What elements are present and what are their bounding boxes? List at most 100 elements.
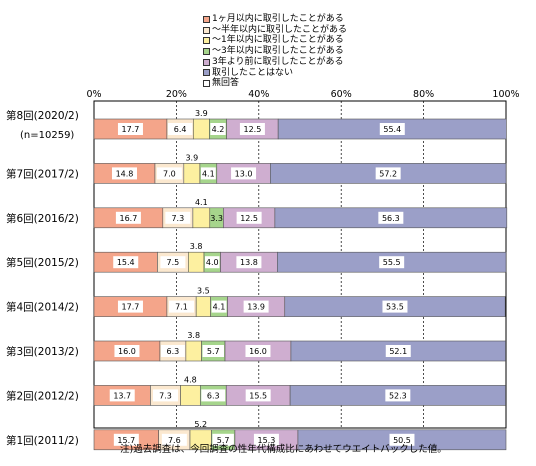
data-label: 4.1: [213, 303, 226, 312]
data-label: 15.3: [258, 436, 276, 445]
data-label-box: [239, 123, 265, 135]
data-label: 14.8: [116, 169, 134, 178]
data-label-box: [156, 167, 182, 180]
data-label: 3.3: [210, 214, 223, 223]
category-label: 第3回(2013/2): [6, 345, 79, 358]
legend-label: 取引したことはない: [212, 67, 294, 78]
x-tick-label: 60%: [331, 89, 352, 100]
data-label: 7.1: [175, 303, 188, 312]
data-label-box: [385, 389, 411, 402]
data-label-box: [200, 167, 216, 180]
data-label: 5.7: [217, 436, 230, 445]
legend-item: ～半年以内に取引したことがある: [203, 25, 347, 36]
data-label: 13.0: [235, 169, 253, 178]
category-sublabel: (n=10259): [20, 130, 74, 141]
data-label-box: [379, 123, 405, 135]
data-label-box: [253, 433, 279, 446]
data-label-box: [236, 256, 262, 269]
data-label: 3.9: [185, 153, 198, 162]
data-label-box: [385, 345, 411, 357]
category-label: 第7回(2017/2): [6, 167, 79, 180]
legend-item: ～1年以内に取引したことがある: [203, 35, 347, 46]
data-label: 57.2: [379, 169, 397, 178]
data-label-box: [114, 345, 140, 357]
data-label-box: [115, 211, 141, 224]
data-label: 7.5: [167, 258, 180, 267]
legend-item: 3年より前に取引したことがある: [203, 57, 347, 68]
legend-label: 1ヶ月以内に取引したことがある: [212, 14, 344, 24]
bar-segment: [180, 385, 201, 406]
data-label: 6.3: [207, 391, 220, 400]
data-label: 15.5: [249, 391, 267, 400]
data-label-box: [205, 256, 220, 269]
legend-swatch: [203, 26, 210, 34]
bar-segment: [195, 296, 211, 317]
data-label-box: [202, 345, 225, 357]
data-label-box: [245, 345, 271, 357]
data-label: 16.0: [118, 347, 136, 356]
data-label: 16.7: [119, 214, 137, 223]
legend-swatch: [203, 58, 210, 66]
data-label: 56.3: [382, 214, 400, 223]
x-tick-label: 20%: [166, 89, 187, 100]
data-label: 4.8: [184, 375, 197, 384]
legend-item: ～3年以内に取引したことがある: [203, 46, 347, 57]
legend: 1ヶ月以内に取引したことがある ～半年以内に取引したことがある ～1年以内に取引した…: [203, 14, 347, 89]
data-label: 7.3: [159, 391, 172, 400]
legend-label: 無回答: [212, 78, 240, 89]
bar-segment: [192, 207, 211, 229]
category-label: 第6回(2016/2): [6, 212, 79, 225]
data-label: 17.7: [122, 303, 140, 312]
data-label-box: [117, 123, 143, 135]
data-label-box: [382, 300, 408, 313]
x-tick-label: 80%: [413, 89, 434, 100]
category-label: 第1回(2011/2): [6, 434, 79, 447]
data-label: 13.9: [247, 303, 265, 312]
category-label: 第2回(2012/2): [6, 389, 79, 402]
data-label: 17.7: [122, 125, 140, 134]
legend-item: 無回答: [203, 78, 347, 89]
data-label: 5.7: [207, 347, 220, 356]
data-label: 50.5: [393, 436, 411, 445]
data-label: 4.1: [202, 169, 215, 178]
data-label: 53.5: [386, 303, 404, 312]
category-label: 第5回(2015/2): [6, 256, 79, 269]
data-label: 4.2: [212, 125, 225, 134]
legend-swatch: [203, 69, 210, 77]
data-label: 7.6: [168, 436, 181, 445]
data-label-box: [243, 300, 269, 313]
data-label-box: [113, 433, 139, 446]
legend-item: 取引したことはない: [203, 68, 347, 79]
data-label-box: [212, 433, 234, 446]
footnote: 注)過去調査は、今回調査の性年代構成比にあわせてウエイトバックした値。: [120, 444, 447, 455]
legend-swatch: [203, 15, 210, 23]
category-label: 第8回(2020/2): [6, 109, 79, 122]
legend-swatch: [203, 37, 210, 45]
data-label: 5.2: [194, 420, 207, 429]
data-label: 15.4: [117, 258, 135, 267]
x-tick-label: 0%: [86, 89, 101, 100]
data-label: 16.0: [249, 347, 267, 356]
data-label: 3.9: [195, 109, 208, 118]
data-label-box: [113, 256, 139, 269]
data-label: 4.1: [195, 198, 208, 207]
legend-label: ～半年以内に取引したことがある: [212, 24, 348, 35]
legend-label: ～1年以内に取引したことがある: [212, 35, 344, 46]
data-label: 3.5: [197, 287, 210, 296]
bar-segment: [188, 251, 205, 273]
data-label: 55.5: [383, 258, 401, 267]
data-label-box: [378, 211, 404, 224]
data-label-box: [389, 433, 415, 446]
legend-label: ～3年以内に取引したことがある: [212, 46, 344, 57]
data-label: 55.4: [383, 125, 401, 134]
data-label: 3.8: [187, 331, 200, 340]
data-label-box: [211, 300, 227, 313]
data-label-box: [109, 389, 135, 402]
bar-segment: [183, 163, 201, 184]
x-tick-label: 40%: [248, 89, 269, 100]
x-tick-label: 100%: [492, 89, 519, 100]
data-label-box: [231, 167, 257, 180]
data-label: 13.7: [113, 391, 131, 400]
data-label-box: [161, 433, 187, 446]
